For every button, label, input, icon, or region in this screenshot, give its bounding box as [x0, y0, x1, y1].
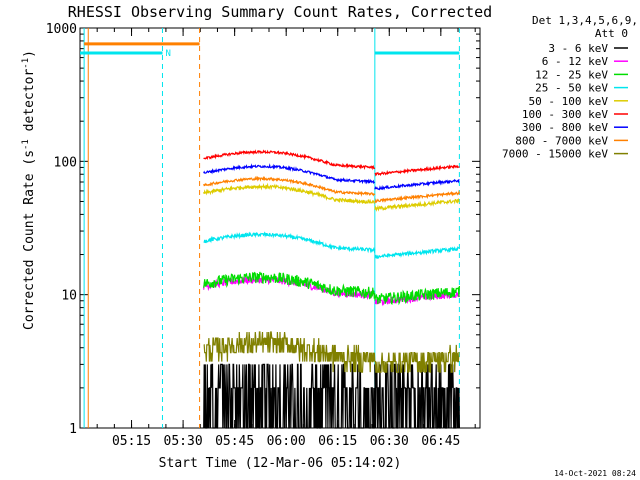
- x-axis-label: Start Time (12-Mar-06 05:14:02): [159, 456, 402, 471]
- y-tick-label: 1000: [46, 22, 77, 37]
- x-tick-label: 05:45: [215, 434, 254, 449]
- series-line-2: [203, 271, 460, 306]
- saa-bar-label: N: [165, 49, 170, 59]
- series-line-3: [203, 231, 460, 260]
- plot-axes: 1 10 100 1000 05:15 05:30 05:45 06:00 06:15 06:30…: [46, 22, 481, 449]
- legend-entry-label: 25 - 50 keV: [535, 82, 608, 95]
- legend-entry-label: 100 - 300 keV: [522, 108, 608, 121]
- x-tick-label: 05:15: [112, 434, 151, 449]
- series-layer: [203, 149, 460, 429]
- annotation-overlays: N: [80, 28, 460, 428]
- y-tick-label: 100: [54, 155, 77, 170]
- series-line-8: [203, 331, 460, 373]
- series-line-0: [203, 363, 460, 429]
- y-tick-label: 1: [69, 422, 77, 437]
- legend-entry-label: 7000 - 15000 keV: [502, 148, 608, 161]
- x-tick-label: 06:45: [421, 434, 460, 449]
- series-line-6: [203, 163, 460, 191]
- y-axis-label: Corrected Count Rate (s-1 detector-1): [21, 50, 37, 330]
- chart-title: RHESSI Observing Summary Count Rates, Co…: [68, 3, 492, 21]
- legend-entry-label: 12 - 25 keV: [535, 68, 608, 81]
- footer-timestamp: 14-Oct-2021 08:24: [554, 469, 636, 478]
- legend-header-line1: Det 1,3,4,5,6,9,: [532, 14, 638, 27]
- x-tick-label: 05:30: [164, 434, 203, 449]
- x-tick-label: 06:00: [267, 434, 306, 449]
- legend-entry-label: 300 - 800 keV: [522, 121, 608, 134]
- series-line-5: [203, 149, 460, 177]
- x-tick-label: 06:30: [370, 434, 409, 449]
- legend-entry-label: 800 - 7000 keV: [515, 134, 608, 147]
- series-line-4: [203, 182, 460, 212]
- legend-entry-label: 6 - 12 keV: [542, 55, 609, 68]
- x-tick-label: 06:15: [318, 434, 357, 449]
- legend-header-line2: Att 0: [595, 27, 628, 40]
- y-tick-label: 10: [61, 289, 77, 304]
- series-line-7: [203, 175, 460, 204]
- legend-entry-label: 50 - 100 keV: [529, 95, 609, 108]
- legend-entry-label: 3 - 6 keV: [548, 42, 608, 55]
